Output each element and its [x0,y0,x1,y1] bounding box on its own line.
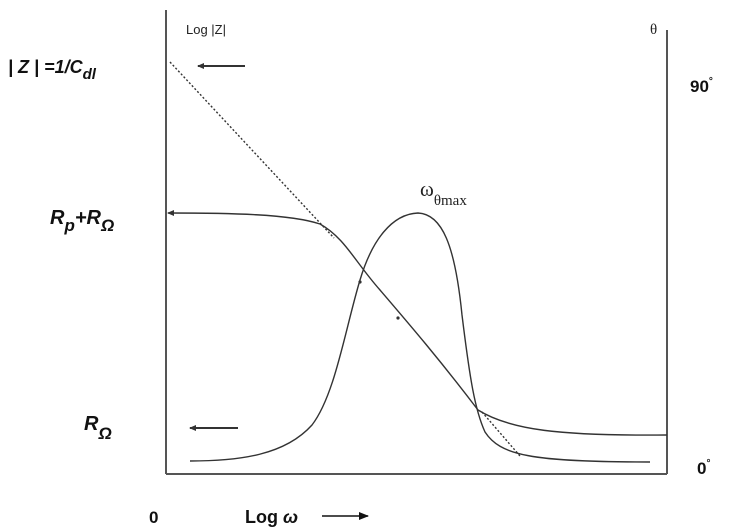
theta-90-label: 90° [690,76,713,96]
capacitance-label: | Z | =1/Cdl [8,57,97,83]
omega-theta-max-label: ωθmax [420,177,467,209]
curve-point [358,280,362,284]
impedance-magnitude-curve [167,212,668,436]
phase-angle-curve [189,212,651,463]
origin-zero-label: 0 [149,508,158,527]
log-omega-label: Log ω [245,507,298,527]
romega-label: RΩ [84,413,112,443]
capacitive-asymptote [169,61,335,239]
curve-point [396,316,400,320]
theta-axis-title: θ [650,22,657,38]
rp-plus-romega-label: Rp+RΩ [50,207,114,235]
asymptote-tail [481,411,521,457]
theta-0-label: 0° [697,458,710,478]
log-z-axis-title: Log |Z| [186,22,226,37]
